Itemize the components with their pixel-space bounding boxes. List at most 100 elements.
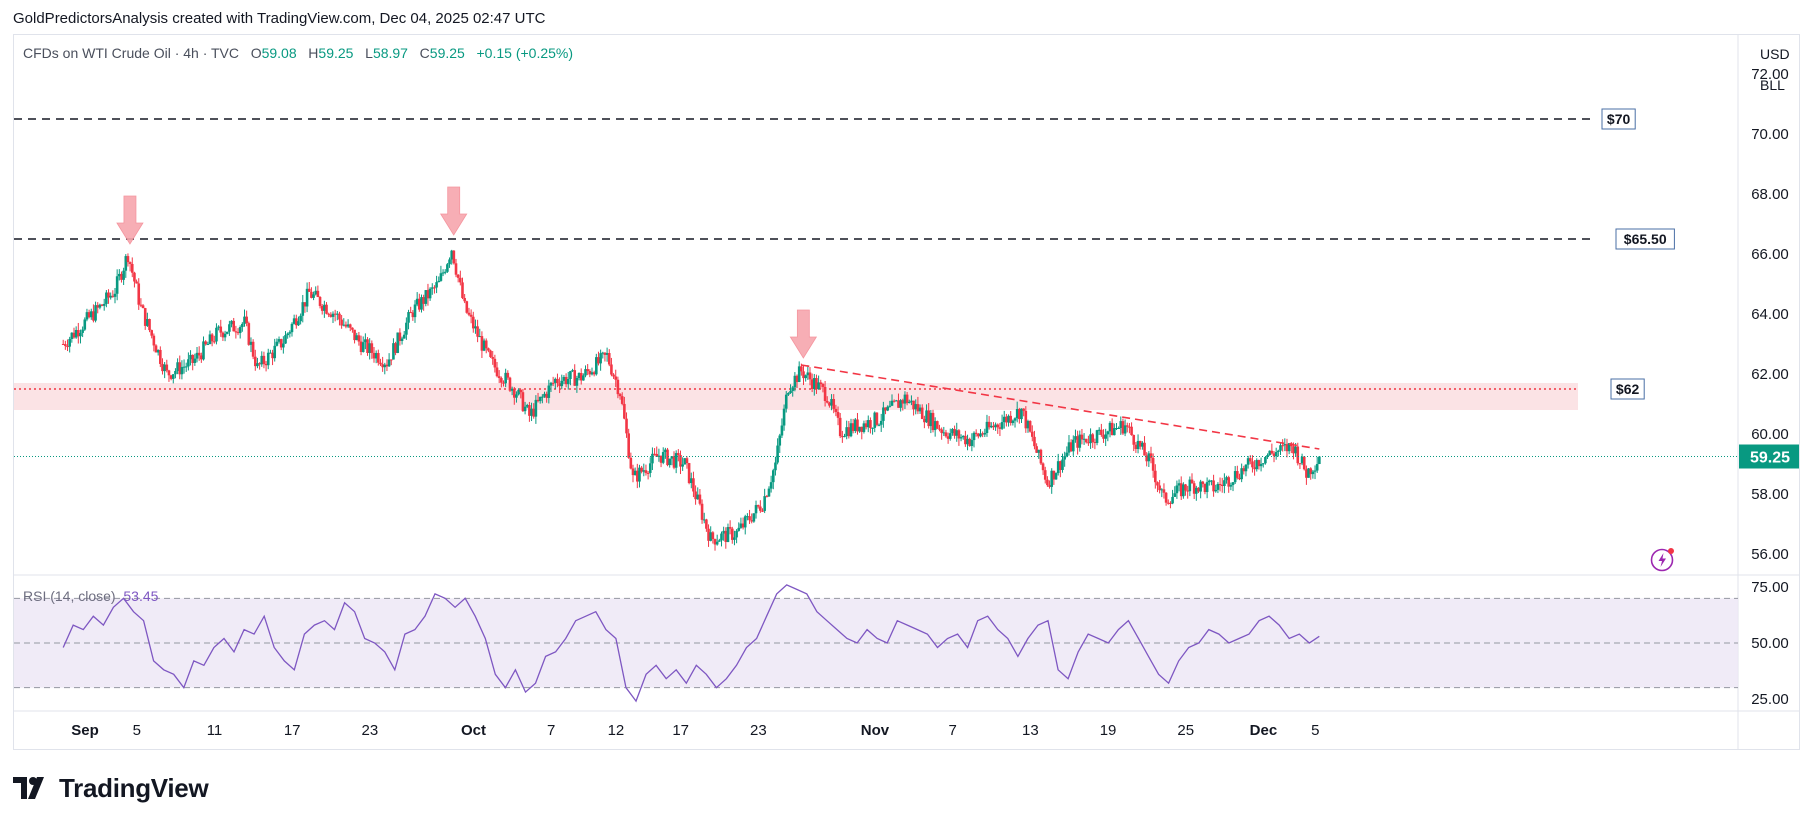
rsi-tick-label: 50.00 [1751,635,1789,652]
candle-body [92,311,95,321]
candle-body [1242,468,1246,472]
candle-body [750,520,754,522]
candle-body [284,335,287,344]
candle-body [1240,468,1243,480]
candle-body [946,436,950,439]
candle-body [1160,489,1164,491]
candle-body [916,404,920,412]
candle-body [810,379,814,389]
candle-body [228,324,231,332]
candle-body [813,378,816,389]
candle-body [275,341,279,346]
candle-body [847,427,851,437]
candle-body [1035,446,1038,453]
candle-body [333,313,337,315]
candle-body [1298,463,1302,465]
candle-body [1000,422,1004,429]
candle-body [1266,455,1269,458]
candle-body [720,533,723,541]
candle-body [366,339,369,353]
candle-body [407,312,410,323]
candle-body [340,319,343,326]
time-tick-label: 5 [133,722,141,739]
candle-body [113,293,117,297]
candle-body [152,335,156,346]
candle-body [159,349,162,364]
candle-body [992,425,995,428]
candle-body [1141,442,1144,447]
lightning-icon[interactable] [1650,546,1676,572]
candle-body [661,452,665,463]
candle-body [118,273,121,277]
time-tick-label: 23 [362,722,379,739]
candle-body [730,528,734,540]
time-tick-label: 23 [750,722,767,739]
candle-body [642,470,646,472]
candle-body [81,329,84,333]
candle-body [545,393,548,398]
candle-body [1212,480,1215,492]
unit-selector[interactable]: BLL [1760,77,1785,93]
candle-body [171,374,175,379]
candle-body [685,458,689,464]
candle-body [793,375,797,388]
candle-body [698,494,702,504]
candle-body [161,363,164,372]
candle-body [795,375,799,383]
candle-body [707,528,710,541]
candle-body [1087,442,1090,444]
candle-body [456,274,460,278]
candle-body [927,410,930,427]
candle-body [961,435,965,438]
candle-body [735,530,738,538]
currency-selector[interactable]: USD [1760,46,1790,62]
candle-body [1201,481,1205,485]
candle-body [692,478,695,492]
candle-body [1195,487,1198,494]
candle-body [139,304,143,306]
candle-body [616,379,620,395]
level-label: $70 [1607,111,1631,127]
low-label: L [365,45,373,61]
candle-body [942,432,946,434]
candle-body [618,394,622,397]
candle-body [754,505,758,514]
candle-body [1225,477,1228,481]
candle-body [307,288,311,292]
candle-body [459,277,462,283]
candle-body [346,324,350,327]
candle-body [437,280,441,283]
candle-body [491,357,495,359]
rsi-title[interactable]: RSI (14, close) [23,588,116,604]
candle-body [1022,408,1025,411]
candle-body [666,449,669,466]
candle-body [521,392,525,412]
candle-body [631,468,635,476]
candle-body [1151,457,1155,471]
candle-body [1115,428,1118,430]
candle-body [741,523,745,528]
candle-body [105,292,108,304]
candle-body [806,372,810,376]
candle-body [1315,464,1319,471]
candle-body [951,428,954,434]
candle-body [107,292,110,298]
tradingview-logo[interactable]: TradingView [13,773,209,803]
candle-body [1037,449,1041,453]
candle-body [288,332,292,334]
close-value: 59.25 [429,45,465,61]
candle-body [282,343,285,348]
candle-body [832,398,836,409]
candle-body [743,516,747,528]
candle-body [368,343,371,353]
candle-body [418,298,421,310]
candle-body [273,345,277,359]
candle-body [538,396,542,402]
candle-body [1154,470,1157,483]
candle-body [83,319,87,330]
symbol-title[interactable]: CFDs on WTI Crude Oil · 4h · TVC [23,45,240,61]
candle-body [169,375,173,379]
candle-body [443,271,447,273]
candle-body [1018,409,1021,420]
